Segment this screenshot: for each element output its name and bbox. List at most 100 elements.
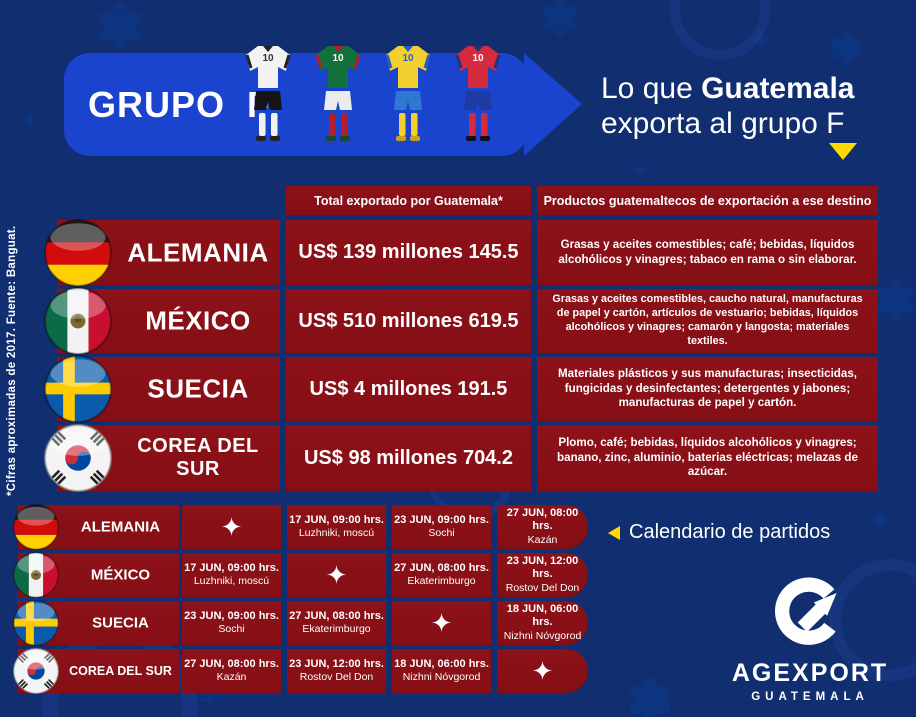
star-icon: ✦ [531, 656, 554, 686]
mexico-flag-icon [44, 287, 112, 355]
match-cell: 27 JUN, 08:00 hrs. Kazán [497, 505, 588, 549]
germany-flag-icon [13, 504, 59, 550]
south-korea-flag-icon [44, 424, 112, 492]
match-venue: Rostov Del Don [505, 582, 580, 595]
export-row-corea-del-sur: COREA DEL SUR US$ 98 millones 704.2 Plom… [0, 425, 916, 491]
sweden-flag-icon [13, 600, 59, 646]
match-date: 18 JUN, 06:00 hrs. [506, 602, 579, 629]
group-word: GRUPO [88, 83, 226, 125]
match-venue: Kazán [527, 534, 558, 547]
match-venue: Nizhni Nóvgorod [503, 630, 582, 643]
title-bold: Guatemala [701, 72, 855, 105]
calendar-country-name: SUECIA [92, 614, 149, 632]
match-date: 27 JUN, 08:00 hrs. [289, 609, 384, 622]
mexico-jersey-icon: 10 [310, 44, 366, 152]
match-venue: Nizhni Nóvgorod [402, 671, 481, 684]
calendar-row-corea-del-sur: COREA DEL SUR 27 JUN, 08:00 hrs. Kazán 2… [0, 649, 916, 693]
export-products: Plomo, café; bebidas, líquidos alcohólic… [537, 425, 878, 491]
match-cell: 27 JUN, 08:00 hrs. Kazán [182, 649, 281, 693]
mexico-flag-icon [13, 552, 59, 598]
germany-jersey-icon: 10 [240, 44, 296, 152]
match-cell-self: ✦ [182, 505, 281, 549]
column-header-products: Productos guatemaltecos de exportación a… [537, 186, 878, 215]
jersey-number: 10 [402, 53, 414, 64]
match-cell: 23 JUN, 09:00 hrs. Sochi [392, 505, 491, 549]
export-row-mexico: MÉXICO US$ 510 millones 619.5 Grasas y a… [0, 289, 916, 353]
agexport-g-icon [775, 577, 837, 645]
export-products: Grasas y aceites comestibles; café; bebi… [537, 220, 878, 285]
match-cell: 17 JUN, 09:00 hrs. Luzhniki, moscú [287, 505, 386, 549]
match-cell: 27 JUN, 08:00 hrs. Ekaterimburgo [392, 553, 491, 597]
team-jerseys: 10 10 10 [240, 44, 506, 152]
match-venue: Luzhniki, moscú [298, 527, 375, 540]
title-prefix: Lo que [601, 72, 702, 105]
match-cell: 27 JUN, 08:00 hrs. Ekaterimburgo [287, 601, 386, 645]
country-name: COREA DEL SUR [137, 435, 259, 480]
match-cell: 23 JUN, 12:00 hrs. Rostov Del Don [497, 553, 588, 597]
match-date: 18 JUN, 06:00 hrs. [394, 657, 489, 670]
match-venue: Ekaterimburgo [302, 623, 371, 636]
match-date: 17 JUN, 09:00 hrs. [289, 513, 384, 526]
export-total: US$ 98 millones 704.2 [286, 425, 531, 491]
germany-flag-icon [44, 219, 112, 287]
match-venue: Sochi [218, 623, 245, 636]
match-date: 27 JUN, 08:00 hrs. [184, 657, 279, 670]
calendar-country-name: MÉXICO [90, 566, 151, 584]
calendar-country-name: COREA DEL SUR [69, 664, 172, 678]
match-cell-self: ✦ [392, 601, 491, 645]
country-name: SUECIA [147, 373, 249, 404]
sweden-jersey-icon: 10 [380, 44, 436, 152]
match-cell: 23 JUN, 12:00 hrs. Rostov Del Don [287, 649, 386, 693]
match-date: 23 JUN, 12:00 hrs. [289, 657, 384, 670]
match-venue: Luzhniki, moscú [193, 575, 270, 588]
arrow-left-icon [608, 525, 620, 540]
logo-country-name: GUATEMALA [751, 691, 869, 703]
south-korea-jersey-icon: 10 [450, 44, 506, 152]
page-title: Lo que Guatemala exporta al grupo F [601, 72, 901, 142]
match-date: 23 JUN, 09:00 hrs. [184, 609, 279, 622]
export-total: US$ 4 millones 191.5 [286, 357, 531, 421]
calendar-title: Calendario de partidos [608, 521, 830, 544]
match-cell: 18 JUN, 06:00 hrs. Nizhni Nóvgorod [497, 601, 588, 645]
jersey-number: 10 [262, 53, 274, 64]
country-name: MÉXICO [145, 305, 251, 336]
column-header-total: Total exportado por Guatemala* [286, 186, 531, 215]
export-total: US$ 510 millones 619.5 [286, 289, 531, 353]
match-venue: Sochi [428, 527, 455, 540]
match-cell-self: ✦ [497, 649, 588, 693]
calendar-title-label: Calendario de partidos [629, 521, 831, 543]
jersey-number: 10 [472, 53, 484, 64]
calendar-row-alemania: ALEMANIA ✦ 17 JUN, 09:00 hrs. Luzhniki, … [0, 505, 916, 549]
group-banner-point [524, 53, 582, 156]
star-icon: ✦ [430, 608, 453, 638]
sweden-flag-icon [44, 355, 112, 423]
title-line2: exporta al grupo F [601, 106, 845, 140]
calendar-country-name: ALEMANIA [80, 518, 161, 536]
match-date: 23 JUN, 09:00 hrs. [394, 513, 489, 526]
calendar-row-mexico: MÉXICO 17 JUN, 09:00 hrs. Luzhniki, mosc… [0, 553, 916, 597]
match-date: 23 JUN, 12:00 hrs. [506, 554, 579, 581]
jersey-number: 10 [332, 53, 344, 64]
match-venue: Kazán [216, 671, 247, 684]
match-cell-self: ✦ [287, 553, 386, 597]
match-cell: 18 JUN, 06:00 hrs. Nizhni Nóvgorod [392, 649, 491, 693]
export-row-suecia: SUECIA US$ 4 millones 191.5 Materiales p… [0, 357, 916, 421]
country-name: ALEMANIA [127, 237, 269, 267]
match-venue: Rostov Del Don [299, 671, 374, 684]
match-cell: 23 JUN, 09:00 hrs. Sochi [182, 601, 281, 645]
match-cell: 17 JUN, 09:00 hrs. Luzhniki, moscú [182, 553, 281, 597]
match-date: 27 JUN, 08:00 hrs. [394, 561, 489, 574]
group-banner [64, 53, 528, 156]
calendar-row-suecia: SUECIA 23 JUN, 09:00 hrs. Sochi 27 JUN, … [0, 601, 916, 645]
arrow-down-icon [829, 143, 857, 160]
export-products: Materiales plásticos y sus manufacturas;… [537, 357, 878, 421]
south-korea-flag-icon [13, 648, 59, 694]
export-total: US$ 139 millones 145.5 [286, 220, 531, 285]
match-date: 27 JUN, 08:00 hrs. [506, 506, 579, 533]
star-icon: ✦ [220, 512, 243, 542]
match-venue: Ekaterimburgo [407, 575, 476, 588]
match-date: 17 JUN, 09:00 hrs. [184, 561, 279, 574]
export-row-alemania: ALEMANIA US$ 139 millones 145.5 Grasas y… [0, 220, 916, 285]
logo-brand-name: AGEXPORT [731, 659, 889, 687]
